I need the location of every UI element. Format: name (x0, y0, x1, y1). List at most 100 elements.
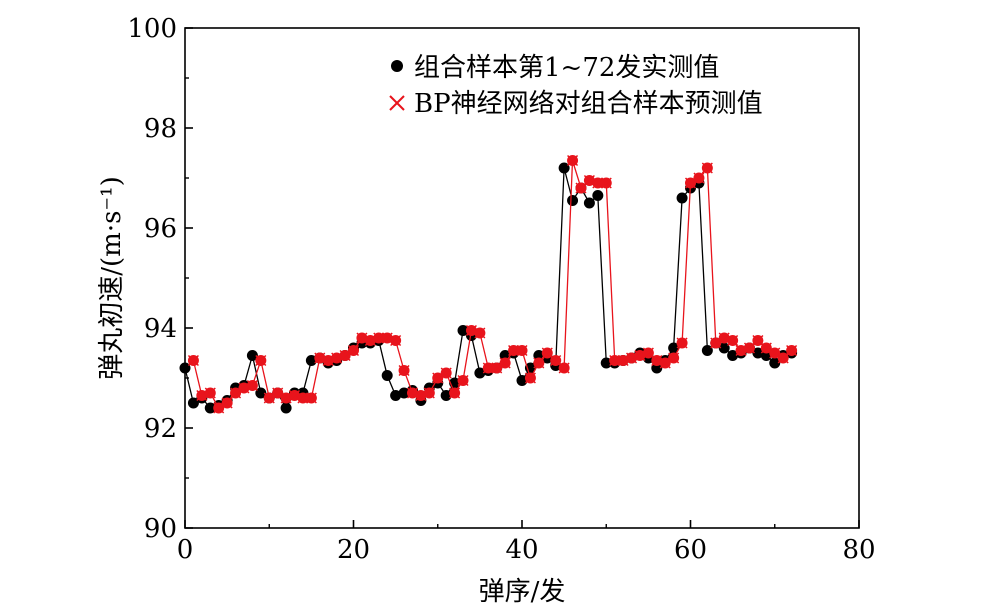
y-axis-title: 弹丸初速/(m·s⁻¹) (97, 176, 127, 379)
predicted-point-cross (642, 347, 654, 359)
measured-point (381, 370, 393, 381)
measured-point (280, 402, 292, 414)
measured-point (255, 387, 267, 399)
predicted-point (524, 372, 536, 384)
predicted-point (187, 354, 199, 367)
legend-marker-measured (391, 60, 403, 72)
predicted-point (221, 397, 233, 409)
series-layer (179, 154, 798, 414)
measured-point (558, 162, 570, 174)
predicted-point (314, 352, 326, 364)
measured-point (676, 192, 688, 204)
measured-point (187, 397, 199, 409)
predicted-point-cross (272, 387, 284, 399)
predicted-point (634, 349, 646, 362)
axis-ticks: 0 20 40 60 80 90 92 94 96 98 100 (127, 14, 875, 565)
x-tick-label: 80 (842, 535, 875, 565)
predicted-point (609, 354, 621, 367)
predicted-point-cross (474, 327, 486, 339)
predicted-point (642, 347, 654, 359)
predicted-point-cross (423, 387, 435, 399)
predicted-point-cross (727, 334, 739, 347)
predicted-point-cross (592, 177, 604, 189)
predicted-point-cross (701, 162, 713, 174)
predicted-point (449, 387, 461, 399)
predicted-point (668, 352, 680, 364)
predicted-point-cross (457, 374, 469, 387)
predicted-point (423, 387, 435, 399)
legend: 组合样本第1~72发实测值 BP神经网络对组合样本预测值 (389, 53, 763, 119)
predicted-point (558, 362, 570, 374)
predicted-point-cross (398, 364, 410, 377)
predicted-point-cross (786, 344, 798, 357)
measured-point (668, 342, 680, 354)
predicted-point (533, 357, 545, 369)
measured-point (592, 190, 604, 201)
legend-marker-predicted (389, 95, 405, 111)
predicted-point (592, 177, 604, 189)
predicted-point (457, 374, 469, 387)
predicted-point (786, 344, 798, 357)
x-tick-label: 40 (505, 535, 538, 565)
measured-point (727, 350, 739, 361)
predicted-point (727, 334, 739, 347)
y-tick-label: 92 (144, 414, 177, 444)
predicted-point (769, 347, 781, 359)
predicted-point (600, 177, 612, 189)
predicted-point (625, 352, 638, 364)
predicted-point-cross (187, 354, 199, 367)
legend-label-predicted: BP神经网络对组合样本预测值 (414, 89, 763, 119)
series-measured (179, 162, 798, 414)
predicted-point (482, 362, 494, 374)
measured-point (305, 355, 317, 366)
predicted-point-cross (288, 389, 301, 402)
predicted-point (305, 392, 317, 404)
predicted-point-cross (769, 347, 781, 359)
x-tick-label: 20 (337, 535, 370, 565)
predicted-point (474, 327, 486, 339)
y-tick-label: 100 (127, 14, 177, 44)
predicted-point-cross (246, 379, 258, 392)
measured-point (583, 197, 595, 209)
predicted-point-cross (668, 352, 680, 364)
predicted-point (701, 162, 713, 174)
predicted-point-cross (567, 154, 579, 167)
predicted-point (617, 354, 629, 367)
predicted-point-cross (449, 387, 461, 399)
predicted-point-cross (305, 392, 317, 404)
predicted-point-cross (356, 332, 368, 344)
measured-point (600, 357, 612, 369)
measured-point (179, 362, 191, 374)
predicted-point (499, 357, 511, 369)
predicted-point-cross (440, 367, 452, 379)
measured-point (701, 345, 713, 356)
measured-point (516, 375, 528, 386)
legend-label-measured: 组合样本第1~72发实测值 (414, 53, 719, 83)
y-tick-label: 96 (144, 214, 177, 244)
predicted-point (255, 354, 267, 367)
measured-point (398, 387, 410, 399)
measured-point (718, 342, 730, 354)
predicted-point (777, 352, 789, 364)
predicted-point (297, 392, 309, 404)
predicted-point (347, 344, 360, 357)
predicted-point-cross (676, 337, 688, 349)
predicted-point (440, 367, 452, 379)
predicted-point-cross (390, 334, 402, 347)
predicted-point (390, 334, 402, 347)
predicted-point-cross (204, 387, 216, 399)
predicted-point (246, 379, 258, 392)
predicted-point-cross (752, 334, 764, 347)
predicted-point-cross (718, 332, 730, 344)
predicted-point-cross (499, 357, 511, 369)
predicted-point-cross (600, 177, 612, 189)
measured-point (246, 350, 258, 361)
predicted-point-cross (297, 392, 309, 404)
predicted-point-cross (373, 332, 385, 344)
measured-point (204, 402, 216, 414)
predicted-point-cross (465, 324, 477, 337)
predicted-point-cross (516, 344, 528, 357)
x-tick-label: 60 (674, 535, 707, 565)
predicted-point (567, 154, 579, 167)
